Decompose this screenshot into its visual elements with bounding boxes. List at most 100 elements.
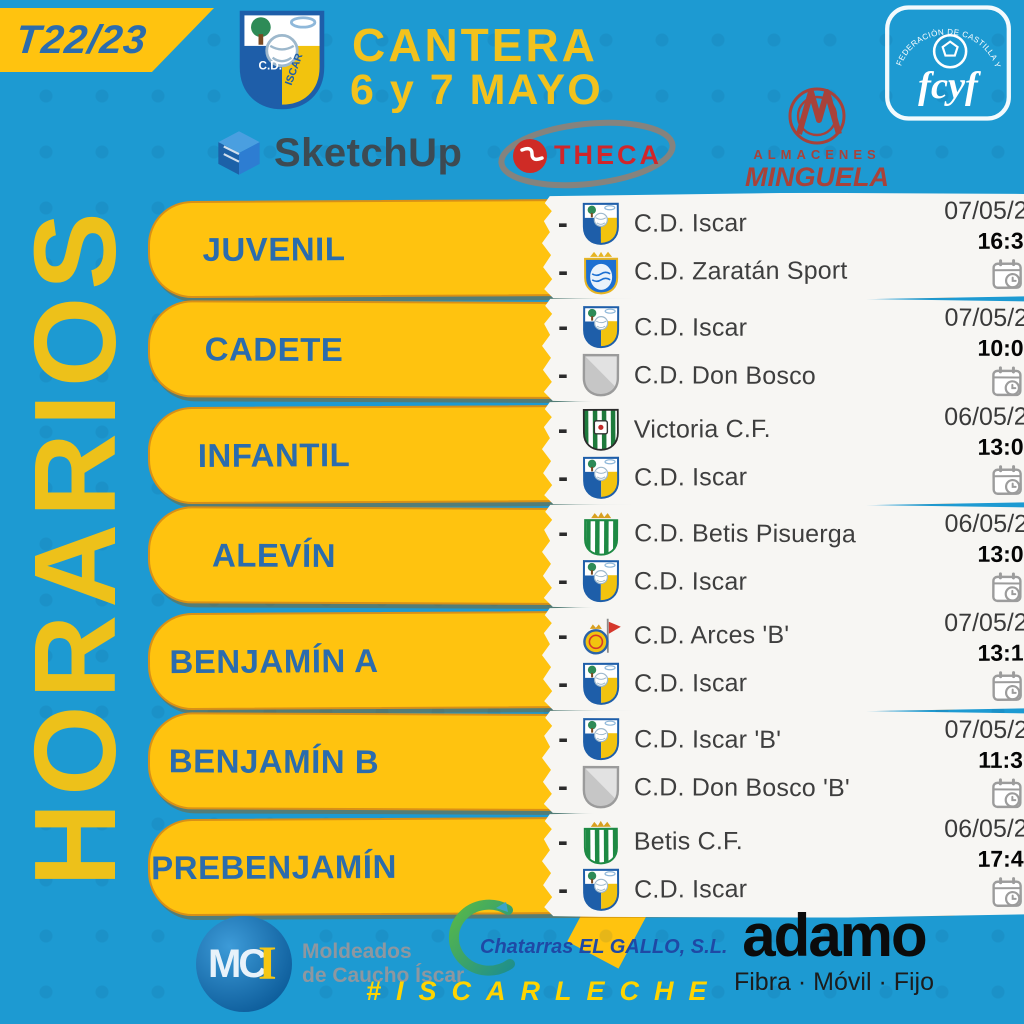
calendar-clock-icon	[991, 571, 1023, 605]
club-crest-iscar: C.D. ISCAR	[232, 6, 332, 114]
bullet-dash: -	[558, 255, 569, 289]
calendar-clock-icon	[991, 670, 1023, 704]
mci-mono-i: I	[258, 937, 277, 990]
hashtag-iscarleche: #ISCARLECHE	[366, 976, 722, 1006]
category-label: JUVENIL	[202, 229, 346, 268]
match-time: 13:15	[977, 639, 1024, 666]
match-time: 16:30	[977, 227, 1024, 254]
theca-swoosh	[498, 119, 676, 189]
crest-iscar-icon	[581, 304, 621, 350]
match-info: 07/05/2023 13:15	[928, 608, 1024, 704]
crest-iscar-icon	[581, 661, 621, 707]
away-team-name: C.D. Iscar	[634, 462, 748, 492]
away-team-line: - C.D. Iscar	[558, 659, 918, 707]
away-team-line: - C.D. Don Bosco 'B'	[558, 764, 918, 812]
calendar-clock-icon	[991, 777, 1023, 811]
match-info: 06/05/2023 13:00	[928, 402, 1024, 498]
calendar-clock-icon	[991, 258, 1023, 292]
home-team-name: C.D. Iscar	[634, 312, 748, 342]
bullet-dash: -	[558, 309, 569, 343]
match-info: 07/05/2023 11:30	[928, 716, 1024, 812]
minguela-label: ALMACENES	[753, 147, 881, 162]
season-badge-label: T22/23	[13, 17, 149, 62]
row-capsule	[147, 712, 991, 813]
mci-mono-mc: MC	[208, 942, 267, 986]
mci-logo-icon: MC I	[196, 916, 292, 1012]
match-panel: - Victoria C.F. - C.D. Iscar 06/05/2023 …	[540, 397, 1024, 507]
theca-label: THECA	[554, 140, 662, 170]
home-team-line: - C.D. Iscar	[558, 304, 918, 352]
away-team-line: - C.D. Iscar	[558, 453, 918, 501]
home-team-line: - C.D. Betis Pisuerga	[558, 510, 918, 558]
sketchup-label: SketchUp	[274, 130, 463, 175]
row-capsule	[147, 506, 991, 607]
sponsor-sketchup: SketchUp	[214, 128, 463, 178]
match-date: 07/05/2023	[944, 715, 1024, 745]
bullet-dash: -	[558, 515, 569, 549]
bullet-dash: -	[557, 413, 568, 447]
match-date: 06/05/2023	[944, 402, 1024, 432]
home-team-name: C.D. Betis Pisuerga	[634, 518, 857, 548]
home-team-line: - Victoria C.F.	[558, 405, 918, 453]
side-title-horarios: HORARIOS	[10, 205, 140, 887]
category-label: BENJAMÍN A	[169, 641, 379, 680]
home-team-name: C.D. Iscar 'B'	[634, 724, 782, 754]
bullet-dash: -	[557, 825, 568, 859]
fixture-row-benjamin-a: BENJAMÍN A - C.D. Arces 'B' - C.D. Iscar…	[147, 608, 991, 711]
sponsor-mci: MC I Moldeados de Caucho Íscar	[196, 916, 464, 1012]
club-crest-initials: C.D.	[259, 59, 282, 72]
away-team-line: - C.D. Don Bosco	[558, 352, 918, 400]
bullet-dash: -	[557, 769, 568, 803]
fcyf-federation-logo: FEDERACIÓN DE CASTILLA Y LEÓN DE FÚTBOL …	[884, 4, 1011, 121]
calendar-clock-icon	[991, 464, 1023, 498]
match-date: 07/05/2023	[944, 303, 1024, 333]
match-time: 11:30	[978, 746, 1024, 774]
home-team-name: C.D. Iscar	[633, 208, 748, 238]
fixture-row-juvenil: JUVENIL - C.D. Iscar - C.D. Zaratán Spor…	[147, 197, 990, 298]
crest-iscar-icon	[581, 716, 621, 762]
match-date: 06/05/2023	[944, 509, 1024, 539]
fixture-row-benjamin-b: BENJAMÍN B - C.D. Iscar 'B' - C.D. Don B…	[147, 712, 991, 813]
crest-betis-icon	[581, 510, 621, 556]
fcyf-script-text: fcyf	[918, 65, 981, 107]
calendar-clock-icon	[991, 365, 1023, 399]
fixture-row-cadete: CADETE - C.D. Iscar - C.D. Don Bosco 07/…	[147, 300, 990, 401]
match-time: 13:00	[977, 433, 1024, 460]
home-team-name: Victoria C.F.	[633, 414, 771, 444]
category-label: BENJAMÍN B	[168, 741, 380, 780]
away-team-line: - C.D. Iscar	[558, 558, 918, 606]
match-panel: - C.D. Arces 'B' - C.D. Iscar 07/05/2023…	[540, 603, 1024, 713]
minguela-name: MINGUELA	[745, 162, 889, 192]
row-capsule	[147, 402, 991, 505]
season-badge: T22/23	[0, 8, 214, 72]
home-team-line: - C.D. Iscar 'B'	[558, 716, 918, 764]
minguela-monogram-icon	[788, 87, 846, 145]
match-date: 06/05/2023	[944, 814, 1024, 844]
row-capsule	[147, 608, 991, 711]
match-time: 10:00	[977, 334, 1024, 362]
page-title: CANTERA	[352, 19, 598, 71]
away-team-name: C.D. Iscar	[634, 668, 748, 698]
mci-caption: Moldeados de Caucho Íscar	[302, 940, 464, 988]
sponsor-chatarras-el-gallo: Chatarras EL GALLO, S.L.	[430, 898, 727, 986]
mci-caption-line2: de Caucho Íscar	[302, 964, 465, 987]
match-panel: - C.D. Iscar - C.D. Don Bosco 07/05/2023…	[540, 297, 1024, 406]
crest-iscar-icon	[581, 201, 621, 247]
match-panel: - C.D. Iscar 'B' - C.D. Don Bosco 'B' 07…	[540, 709, 1024, 818]
match-info: 07/05/2023 16:30	[928, 196, 1024, 292]
bullet-dash: -	[558, 721, 569, 755]
sponsor-theca: THECA	[492, 112, 676, 196]
sketchup-icon	[218, 131, 260, 175]
adamo-tagline: Fibra · Móvil · Fijo	[733, 968, 934, 996]
crest-donbosco-icon	[581, 764, 621, 810]
crest-iscar-icon	[581, 455, 621, 501]
bullet-dash: -	[557, 563, 568, 597]
mci-caption-line1: Moldeados	[302, 939, 412, 963]
match-panel: - C.D. Betis Pisuerga - C.D. Iscar 06/05…	[540, 503, 1024, 612]
calendar-clock-icon	[991, 876, 1023, 910]
category-label: PREBENJAMÍN	[151, 847, 397, 886]
fixture-row-infantil: INFANTIL - Victoria C.F. - C.D. Iscar 06…	[147, 402, 991, 505]
bullet-dash: -	[557, 207, 568, 241]
match-info: 07/05/2023 10:00	[928, 304, 1024, 400]
crest-arces-icon	[581, 613, 621, 659]
